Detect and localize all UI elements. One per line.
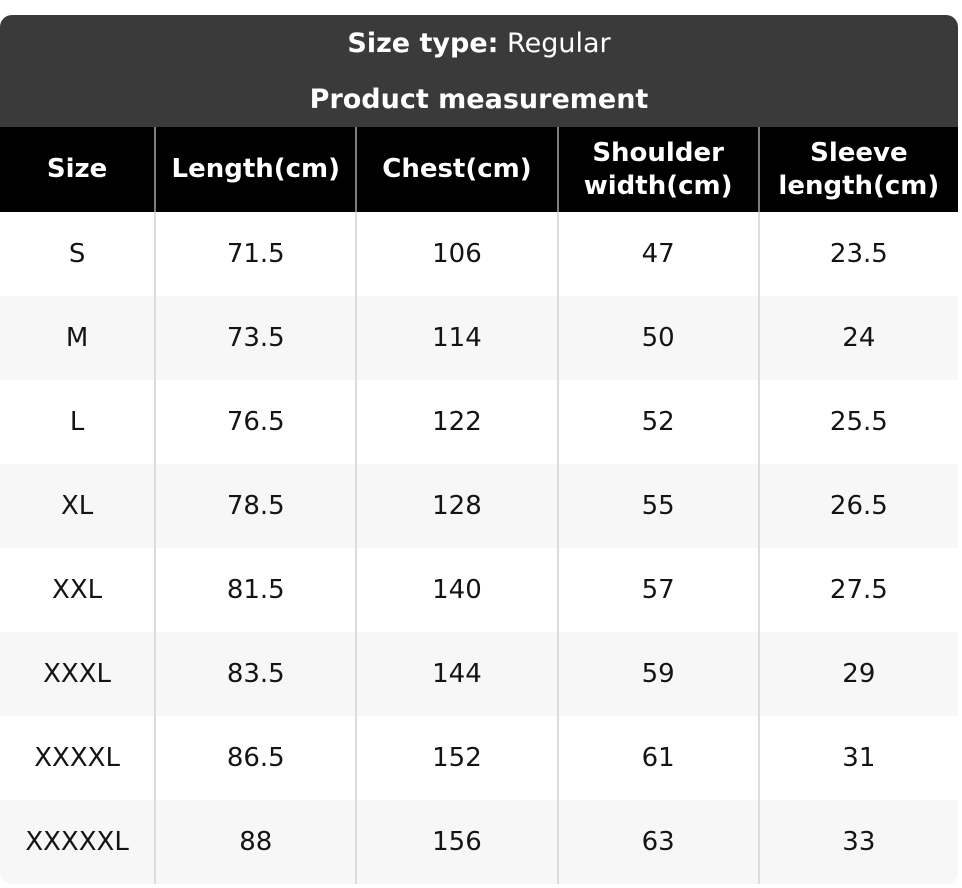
measurement-cell: 78.5 (155, 464, 358, 548)
measurement-cell: 86.5 (155, 716, 358, 800)
size-chart-header: Size type: Regular Product measurement (0, 15, 958, 127)
measurement-cell: 55 (557, 464, 760, 548)
size-cell: S (0, 212, 157, 296)
table-row: M 73.5 114 50 24 (0, 296, 958, 380)
column-header-chest: Chest(cm) (356, 127, 559, 212)
measurement-cell: 33 (758, 800, 958, 884)
measurement-cell: 140 (356, 548, 559, 632)
size-cell: XL (0, 464, 157, 548)
size-table-body: S 71.5 106 47 23.5 M 73.5 114 50 24 L 76.5 122 52 25.5… (0, 212, 958, 884)
table-row: XXL 81.5 140 57 27.5 (0, 548, 958, 632)
measurement-cell: 144 (356, 632, 559, 716)
size-table-head: Size Length(cm) Chest(cm) Shoulder width… (0, 127, 958, 212)
size-cell: M (0, 296, 157, 380)
table-row: XL 78.5 128 55 26.5 (0, 464, 958, 548)
size-table: Size Length(cm) Chest(cm) Shoulder width… (0, 127, 958, 884)
column-header-shoulder-width: Shoulder width(cm) (557, 127, 760, 212)
table-row: XXXL 83.5 144 59 29 (0, 632, 958, 716)
measurement-cell: 61 (557, 716, 760, 800)
measurement-cell: 156 (356, 800, 559, 884)
measurement-cell: 50 (557, 296, 760, 380)
size-chart-card: Size type: Regular Product measurement S… (0, 15, 958, 884)
measurement-cell: 114 (356, 296, 559, 380)
size-cell: XXXXXL (0, 800, 157, 884)
column-header-length: Length(cm) (155, 127, 358, 212)
header-row: Size Length(cm) Chest(cm) Shoulder width… (0, 127, 958, 212)
product-measurement-title: Product measurement (309, 83, 649, 115)
measurement-cell: 76.5 (155, 380, 358, 464)
column-header-sleeve-length: Sleeve length(cm) (758, 127, 958, 212)
measurement-cell: 59 (557, 632, 760, 716)
measurement-cell: 106 (356, 212, 559, 296)
size-cell: XXL (0, 548, 157, 632)
measurement-cell: 88 (155, 800, 358, 884)
size-cell: XXXL (0, 632, 157, 716)
measurement-cell: 47 (557, 212, 760, 296)
measurement-cell: 26.5 (758, 464, 958, 548)
measurement-cell: 29 (758, 632, 958, 716)
measurement-cell: 63 (557, 800, 760, 884)
column-header-size: Size (0, 127, 157, 212)
table-row: XXXXL 86.5 152 61 31 (0, 716, 958, 800)
measurement-cell: 81.5 (155, 548, 358, 632)
measurement-cell: 57 (557, 548, 760, 632)
size-cell: XXXXL (0, 716, 157, 800)
measurement-cell: 25.5 (758, 380, 958, 464)
measurement-cell: 122 (356, 380, 559, 464)
measurement-cell: 23.5 (758, 212, 958, 296)
size-type-value: Regular (498, 27, 611, 59)
measurement-cell: 24 (758, 296, 958, 380)
measurement-cell: 27.5 (758, 548, 958, 632)
size-type-label: Size type: (347, 27, 499, 59)
size-cell: L (0, 380, 157, 464)
table-row: S 71.5 106 47 23.5 (0, 212, 958, 296)
measurement-cell: 52 (557, 380, 760, 464)
table-row: L 76.5 122 52 25.5 (0, 380, 958, 464)
measurement-cell: 152 (356, 716, 559, 800)
measurement-cell: 83.5 (155, 632, 358, 716)
measurement-cell: 31 (758, 716, 958, 800)
measurement-cell: 73.5 (155, 296, 358, 380)
table-row: XXXXXL 88 156 63 33 (0, 800, 958, 884)
measurement-cell: 128 (356, 464, 559, 548)
size-type-line: Size type: Regular (0, 15, 958, 71)
measurement-cell: 71.5 (155, 212, 358, 296)
